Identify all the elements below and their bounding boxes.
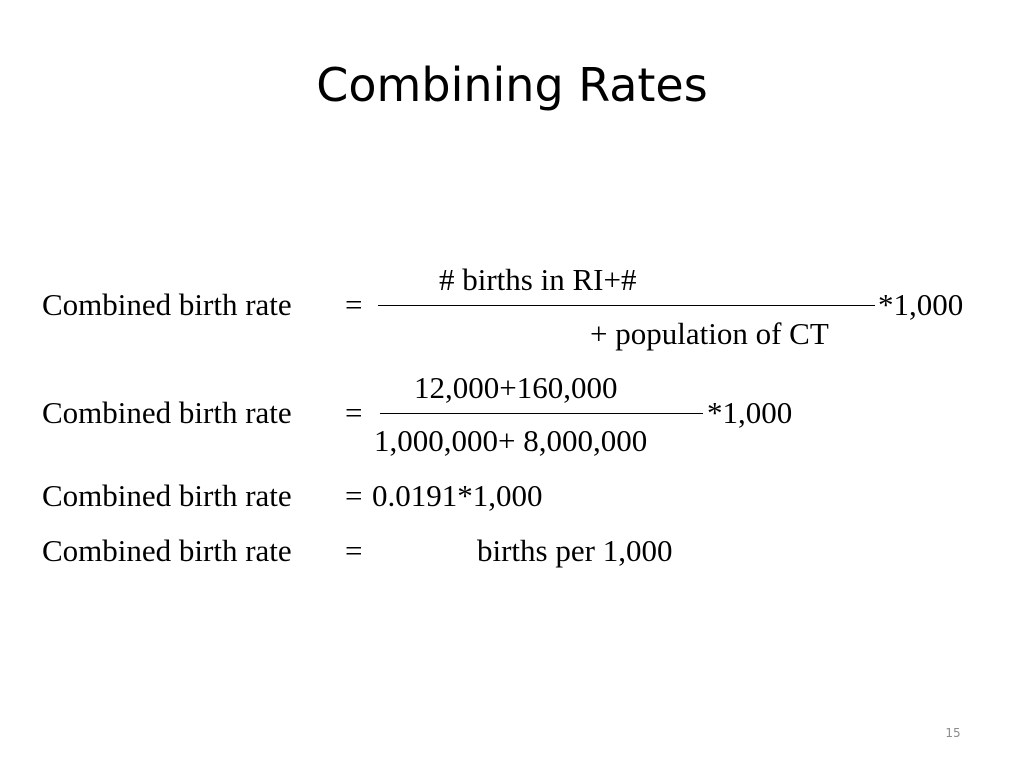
equation-3-equals: = — [345, 478, 363, 513]
equation-1-equals: = — [345, 287, 363, 322]
equation-3-lhs: Combined birth rate — [42, 478, 292, 513]
slide-number: 15 — [945, 726, 961, 740]
equation-1-numerator: # births in RI+# — [439, 262, 637, 297]
equation-2-lhs: Combined birth rate — [42, 395, 292, 430]
equation-1-fraction-bar — [378, 305, 875, 306]
equation-3-rhs: 0.0191*1,000 — [372, 478, 543, 513]
equation-4-rhs: births per 1,000 — [477, 533, 673, 568]
equation-1-denominator: + population of CT — [590, 316, 829, 351]
equation-2-equals: = — [345, 395, 363, 430]
equation-4-lhs: Combined birth rate — [42, 533, 292, 568]
equation-2-numerator: 12,000+160,000 — [414, 370, 618, 405]
equation-4-equals: = — [345, 533, 363, 568]
slide-title: Combining Rates — [316, 58, 708, 112]
equation-1-lhs: Combined birth rate — [42, 287, 292, 322]
equation-2-multiplier: *1,000 — [707, 395, 793, 430]
equation-1-multiplier: *1,000 — [878, 287, 964, 322]
equation-2-denominator: 1,000,000+ 8,000,000 — [374, 423, 648, 458]
equation-2-fraction-bar — [380, 413, 703, 414]
